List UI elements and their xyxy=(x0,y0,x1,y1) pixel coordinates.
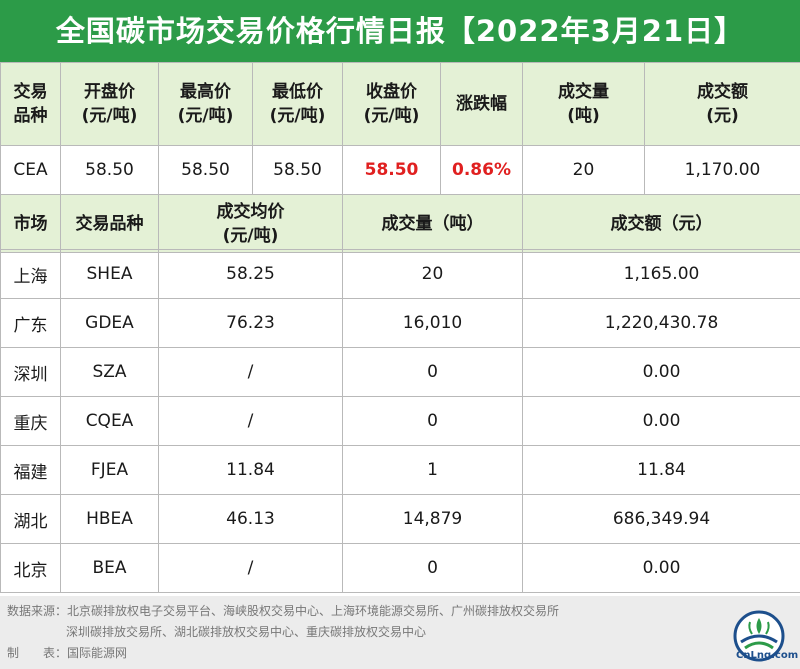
header-volume: 成交量 (吨) xyxy=(522,62,645,146)
table-row: 北京 BEA/0 0.00 xyxy=(0,543,800,593)
cell-amount: 0.00 xyxy=(522,347,800,397)
cell-amount: 686,349.94 xyxy=(522,494,800,544)
cell-close: 58.50 xyxy=(342,145,441,195)
cell-market: 深圳 xyxy=(0,347,61,397)
cell-open: 58.50 xyxy=(60,145,159,195)
cell-amount: 1,220,430.78 xyxy=(522,298,800,348)
cell-avg-price: 46.13 xyxy=(158,494,343,544)
cell-avg-price: / xyxy=(158,347,343,397)
cell-volume: 0 xyxy=(342,347,523,397)
cell-market: 湖北 xyxy=(0,494,61,544)
cell-market: 北京 xyxy=(0,543,61,593)
cell-market: 广东 xyxy=(0,298,61,348)
cell-volume: 0 xyxy=(342,543,523,593)
national-data-row: CEA 58.50 58.50 58.50 58.50 0.86% 20 1,1… xyxy=(0,145,800,195)
cell-product: SZA xyxy=(60,347,159,397)
cell-product: FJEA xyxy=(60,445,159,495)
cell-volume: 20 xyxy=(522,145,645,195)
maker-line: 制 表：国际能源网 xyxy=(7,646,128,660)
cell-market: 重庆 xyxy=(0,396,61,446)
table-row: 福建 FJEA 11.84 1 11.84 xyxy=(0,445,800,495)
footer: 数据来源：北京碳排放权电子交易平台、海峡股权交易中心、上海环境能源交易所、广州碳… xyxy=(0,596,800,669)
header-change: 涨跌幅 xyxy=(440,62,523,146)
cell-product: HBEA xyxy=(60,494,159,544)
source-line-2: 深圳碳排放交易所、湖北碳排放权交易中心、重庆碳排放权交易中心 xyxy=(66,625,427,639)
table-row: 广东 GDEA 76.23 16,010 1,220,430.78 xyxy=(0,298,800,348)
national-header-row: 交易 品种 开盘价 (元/吨) 最高价 (元/吨) 最低价 (元/吨) 收盘价 (元/吨)… xyxy=(0,62,800,146)
regional-table: 上海 SHEA 58.25 20 1,165.00 广东 GDEA 76.23 16,010 1,… xyxy=(0,249,800,593)
table-row: 深圳 SZA/0 0.00 xyxy=(0,347,800,397)
page-title: 全国碳市场交易价格行情日报【2022年3月21日】 xyxy=(0,0,800,62)
cell-volume: 16,010 xyxy=(342,298,523,348)
source-line-1: 数据来源：北京碳排放权电子交易平台、海峡股权交易中心、上海环境能源交易所、广州碳… xyxy=(7,604,560,618)
cell-low: 58.50 xyxy=(252,145,343,195)
logo-text: CnLng.com xyxy=(736,650,799,661)
header-regional-amount: 成交额（元） xyxy=(522,194,800,253)
cell-product: GDEA xyxy=(60,298,159,348)
cell-avg-price: 58.25 xyxy=(158,249,343,299)
cell-avg-price: 11.84 xyxy=(158,445,343,495)
cell-amount: 1,165.00 xyxy=(522,249,800,299)
cell-avg-price: / xyxy=(158,543,343,593)
header-low: 最低价 (元/吨) xyxy=(252,62,343,146)
header-close: 收盘价 (元/吨) xyxy=(342,62,441,146)
regional-header-row: 市场 交易品种 成交均价 (元/吨) 成交量（吨） 成交额（元） xyxy=(0,194,800,253)
cell-market: 福建 xyxy=(0,445,61,495)
cell-amount: 1,170.00 xyxy=(644,145,800,195)
table-row: 湖北 HBEA 46.13 14,879 686,349.94 xyxy=(0,494,800,544)
cell-volume: 20 xyxy=(342,249,523,299)
cell-product: SHEA xyxy=(60,249,159,299)
cell-volume: 14,879 xyxy=(342,494,523,544)
cell-avg-price: / xyxy=(158,396,343,446)
cell-market: 上海 xyxy=(0,249,61,299)
cell-high: 58.50 xyxy=(158,145,253,195)
table-row: 重庆 CQEA/0 0.00 xyxy=(0,396,800,446)
cell-product: BEA xyxy=(60,543,159,593)
header-open: 开盘价 (元/吨) xyxy=(60,62,159,146)
header-amount: 成交额 (元) xyxy=(644,62,800,146)
cell-amount: 0.00 xyxy=(522,543,800,593)
header-market: 市场 xyxy=(0,194,61,253)
table-row: 上海 SHEA 58.25 20 1,165.00 xyxy=(0,249,800,299)
cell-amount: 11.84 xyxy=(522,445,800,495)
cell-avg-price: 76.23 xyxy=(158,298,343,348)
cell-volume: 1 xyxy=(342,445,523,495)
cell-amount: 0.00 xyxy=(522,396,800,446)
cell-product: CQEA xyxy=(60,396,159,446)
header-high: 最高价 (元/吨) xyxy=(158,62,253,146)
cell-product: CEA xyxy=(0,145,61,195)
header-regional-volume: 成交量（吨） xyxy=(342,194,523,253)
cell-change: 0.86% xyxy=(440,145,523,195)
header-regional-product: 交易品种 xyxy=(60,194,159,253)
cell-volume: 0 xyxy=(342,396,523,446)
cnlng-logo-icon xyxy=(733,610,785,662)
price-table: 交易 品种 开盘价 (元/吨) 最高价 (元/吨) 最低价 (元/吨) 收盘价 (元/吨)… xyxy=(0,62,800,253)
header-avg-price: 成交均价 (元/吨) xyxy=(158,194,343,253)
header-product: 交易 品种 xyxy=(0,62,61,146)
